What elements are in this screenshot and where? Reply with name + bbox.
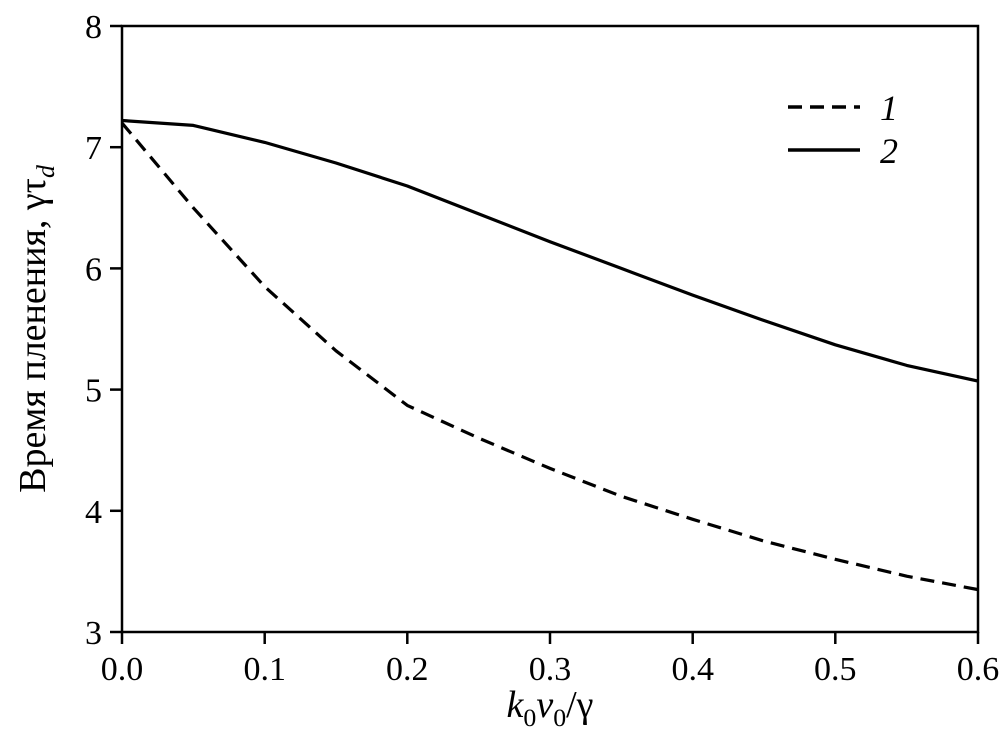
y-tick-label: 6	[85, 251, 102, 288]
x-axis-label-k: k	[506, 683, 524, 726]
x-tick-label: 0.4	[671, 651, 714, 688]
series-line-2	[121, 118, 979, 383]
y-tick-label: 5	[85, 373, 102, 410]
x-axis-label-gamma: /γ	[566, 683, 594, 726]
x-tick-label: 0.3	[529, 651, 572, 688]
series-line-1	[120, 121, 979, 592]
legend-label-1: 1	[880, 88, 898, 128]
legend-label-2: 2	[880, 131, 898, 171]
y-tick-label: 3	[85, 615, 102, 652]
y-tick-label: 4	[85, 494, 102, 531]
y-axis-label-text: Время пленения, γτ	[11, 178, 54, 493]
y-tick-label: 7	[85, 130, 102, 167]
x-axis-label-k-subscript: 0	[523, 703, 537, 733]
y-axis-label-subscript: d	[31, 165, 61, 179]
x-tick-label: 0.0	[101, 651, 144, 688]
y-tick-label: 8	[85, 9, 102, 46]
x-tick-label: 0.5	[814, 651, 857, 688]
y-axis-label: Время пленения, γτd	[11, 165, 61, 493]
x-tick-label: 0.1	[243, 651, 286, 688]
x-tick-label: 0.2	[386, 651, 429, 688]
x-axis-label: k0v0/γ	[507, 683, 594, 733]
x-tick-label: 0.6	[957, 651, 1000, 688]
plot-frame	[120, 24, 980, 634]
x-axis-label-v-subscript: 0	[553, 703, 567, 733]
x-axis-label-v: v	[536, 683, 554, 726]
